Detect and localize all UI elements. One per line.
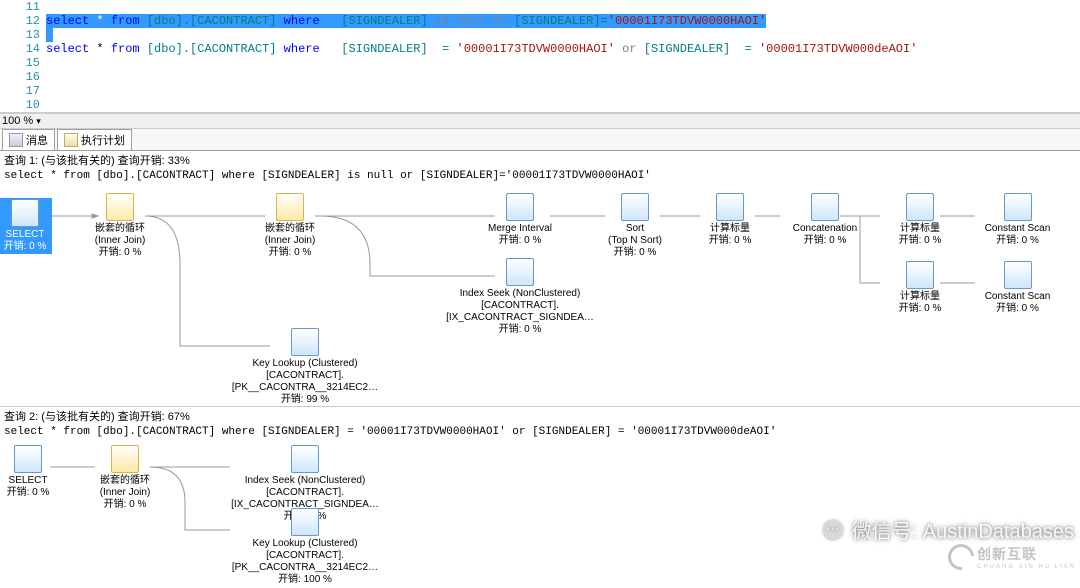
- plan2-select-cost: 开销: 0 %: [0, 487, 58, 499]
- plan-icon: [64, 133, 78, 147]
- plan1-kl-sub: [CACONTRACT].[PK__CACONTRA__3214EC2…: [195, 370, 415, 394]
- plan1-const2-label: Constant Scan: [955, 291, 1080, 303]
- plan1-const1[interactable]: Constant Scan 开销: 0 %: [955, 193, 1080, 247]
- nested-loop-icon: [106, 193, 134, 221]
- plan1-nl2-label: 嵌套的循环: [230, 223, 350, 235]
- plan1-kl-cost: 开销: 99 %: [195, 394, 415, 406]
- plan2-seek-label: Index Seek (NonClustered): [195, 475, 415, 487]
- plan2-select[interactable]: SELECT 开销: 0 %: [0, 445, 58, 499]
- tab-messages-label: 消息: [26, 132, 48, 148]
- plan1-nl2-cost: 开销: 0 %: [230, 247, 350, 259]
- plan1-nl2[interactable]: 嵌套的循环 (Inner Join) 开销: 0 %: [230, 193, 350, 259]
- plan1-seek-cost: 开销: 0 %: [410, 324, 630, 336]
- plan1-nl1-cost: 开销: 0 %: [60, 247, 180, 259]
- concatenation-icon: [811, 193, 839, 221]
- plan2-nl-sub: (Inner Join): [65, 487, 185, 499]
- messages-icon: [9, 133, 23, 147]
- key-lookup-icon: [291, 508, 319, 536]
- wechat-watermark: ⋯ 微信号: AustinDatabases: [820, 515, 1074, 544]
- plan2-kl-cost: 开销: 100 %: [195, 574, 415, 586]
- plan2-nl[interactable]: 嵌套的循环 (Inner Join) 开销: 0 %: [65, 445, 185, 511]
- constant-scan-icon: [1004, 193, 1032, 221]
- nested-loop-icon: [276, 193, 304, 221]
- results-tabs: 消息 执行计划: [0, 129, 1080, 151]
- plan-2-header: 查询 2: (与该批有关的) 查询开销: 67%: [0, 407, 1080, 425]
- plan2-kl-sub: [CACONTRACT].[PK__CACONTRA__3214EC2…: [195, 550, 415, 574]
- plan1-const2[interactable]: Constant Scan 开销: 0 %: [955, 261, 1080, 315]
- key-lookup-icon: [291, 328, 319, 356]
- plan-1-header: 查询 1: (与该批有关的) 查询开销: 33%: [0, 151, 1080, 169]
- plan1-index-seek[interactable]: Index Seek (NonClustered) [CACONTRACT].[…: [410, 258, 630, 336]
- plan1-select[interactable]: SELECT 开销: 0 %: [0, 198, 52, 254]
- index-seek-icon: [291, 445, 319, 473]
- plan2-nl-label: 嵌套的循环: [65, 475, 185, 487]
- index-seek-icon: [506, 258, 534, 286]
- plan1-key-lookup[interactable]: Key Lookup (Clustered) [CACONTRACT].[PK_…: [195, 328, 415, 406]
- zoom-dropdown-icon[interactable]: ▾: [36, 116, 41, 127]
- sql-editor[interactable]: 1112select * from [dbo].[CACONTRACT] whe…: [0, 0, 1080, 113]
- select-icon: [11, 199, 39, 227]
- plan2-select-label: SELECT: [0, 475, 58, 487]
- tab-execution-plan[interactable]: 执行计划: [57, 129, 132, 150]
- plan2-nl-cost: 开销: 0 %: [65, 499, 185, 511]
- brand-sub: CHUANG XIN HU LIAN: [977, 564, 1076, 570]
- brand-icon: [943, 539, 980, 576]
- plan-2-canvas[interactable]: SELECT 开销: 0 % 嵌套的循环 (Inner Join) 开销: 0 …: [0, 442, 1080, 572]
- plan1-select-label: SELECT: [0, 229, 51, 241]
- compute-scalar-icon: [906, 261, 934, 289]
- watermark-text: 微信号: AustinDatabases: [852, 515, 1074, 544]
- plan2-key-lookup[interactable]: Key Lookup (Clustered) [CACONTRACT].[PK_…: [195, 508, 415, 586]
- sort-icon: [621, 193, 649, 221]
- plan1-nl2-sub: (Inner Join): [230, 235, 350, 247]
- tab-plan-label: 执行计划: [81, 132, 125, 148]
- plan2-kl-label: Key Lookup (Clustered): [195, 538, 415, 550]
- plan1-seek-sub: [CACONTRACT].[IX_CACONTRACT_SIGNDEA…: [410, 300, 630, 324]
- plan1-nl1-label: 嵌套的循环: [60, 223, 180, 235]
- zoom-bar: 100 % ▾: [0, 113, 1080, 129]
- brand-name: 创新互联: [977, 546, 1037, 562]
- plan-1-canvas[interactable]: SELECT 开销: 0 % 嵌套的循环 (Inner Join) 开销: 0 …: [0, 186, 1080, 407]
- plan1-const1-cost: 开销: 0 %: [955, 235, 1080, 247]
- plan1-const1-label: Constant Scan: [955, 223, 1080, 235]
- plan1-merge[interactable]: Merge Interval 开销: 0 %: [450, 193, 590, 247]
- plan-1: 查询 1: (与该批有关的) 查询开销: 33% select * from […: [0, 151, 1080, 407]
- plan1-nl1[interactable]: 嵌套的循环 (Inner Join) 开销: 0 %: [60, 193, 180, 259]
- plan1-seek-label: Index Seek (NonClustered): [410, 288, 630, 300]
- plan-1-sql: select * from [dbo].[CACONTRACT] where […: [0, 169, 1080, 186]
- zoom-percent: 100 %: [2, 115, 33, 127]
- plan-2: 查询 2: (与该批有关的) 查询开销: 67% select * from […: [0, 407, 1080, 572]
- select-icon: [14, 445, 42, 473]
- plan1-merge-cost: 开销: 0 %: [450, 235, 590, 247]
- plan-2-sql: select * from [dbo].[CACONTRACT] where […: [0, 425, 1080, 442]
- compute-scalar-icon: [716, 193, 744, 221]
- plan1-merge-label: Merge Interval: [450, 223, 590, 235]
- nested-loop-icon: [111, 445, 139, 473]
- plan1-kl-label: Key Lookup (Clustered): [195, 358, 415, 370]
- plan1-nl1-sub: (Inner Join): [60, 235, 180, 247]
- merge-icon: [506, 193, 534, 221]
- compute-scalar-icon: [906, 193, 934, 221]
- plan1-select-cost: 开销: 0 %: [0, 241, 51, 253]
- constant-scan-icon: [1004, 261, 1032, 289]
- plan1-const2-cost: 开销: 0 %: [955, 303, 1080, 315]
- wechat-icon: ⋯: [820, 517, 846, 543]
- tab-messages[interactable]: 消息: [2, 129, 55, 150]
